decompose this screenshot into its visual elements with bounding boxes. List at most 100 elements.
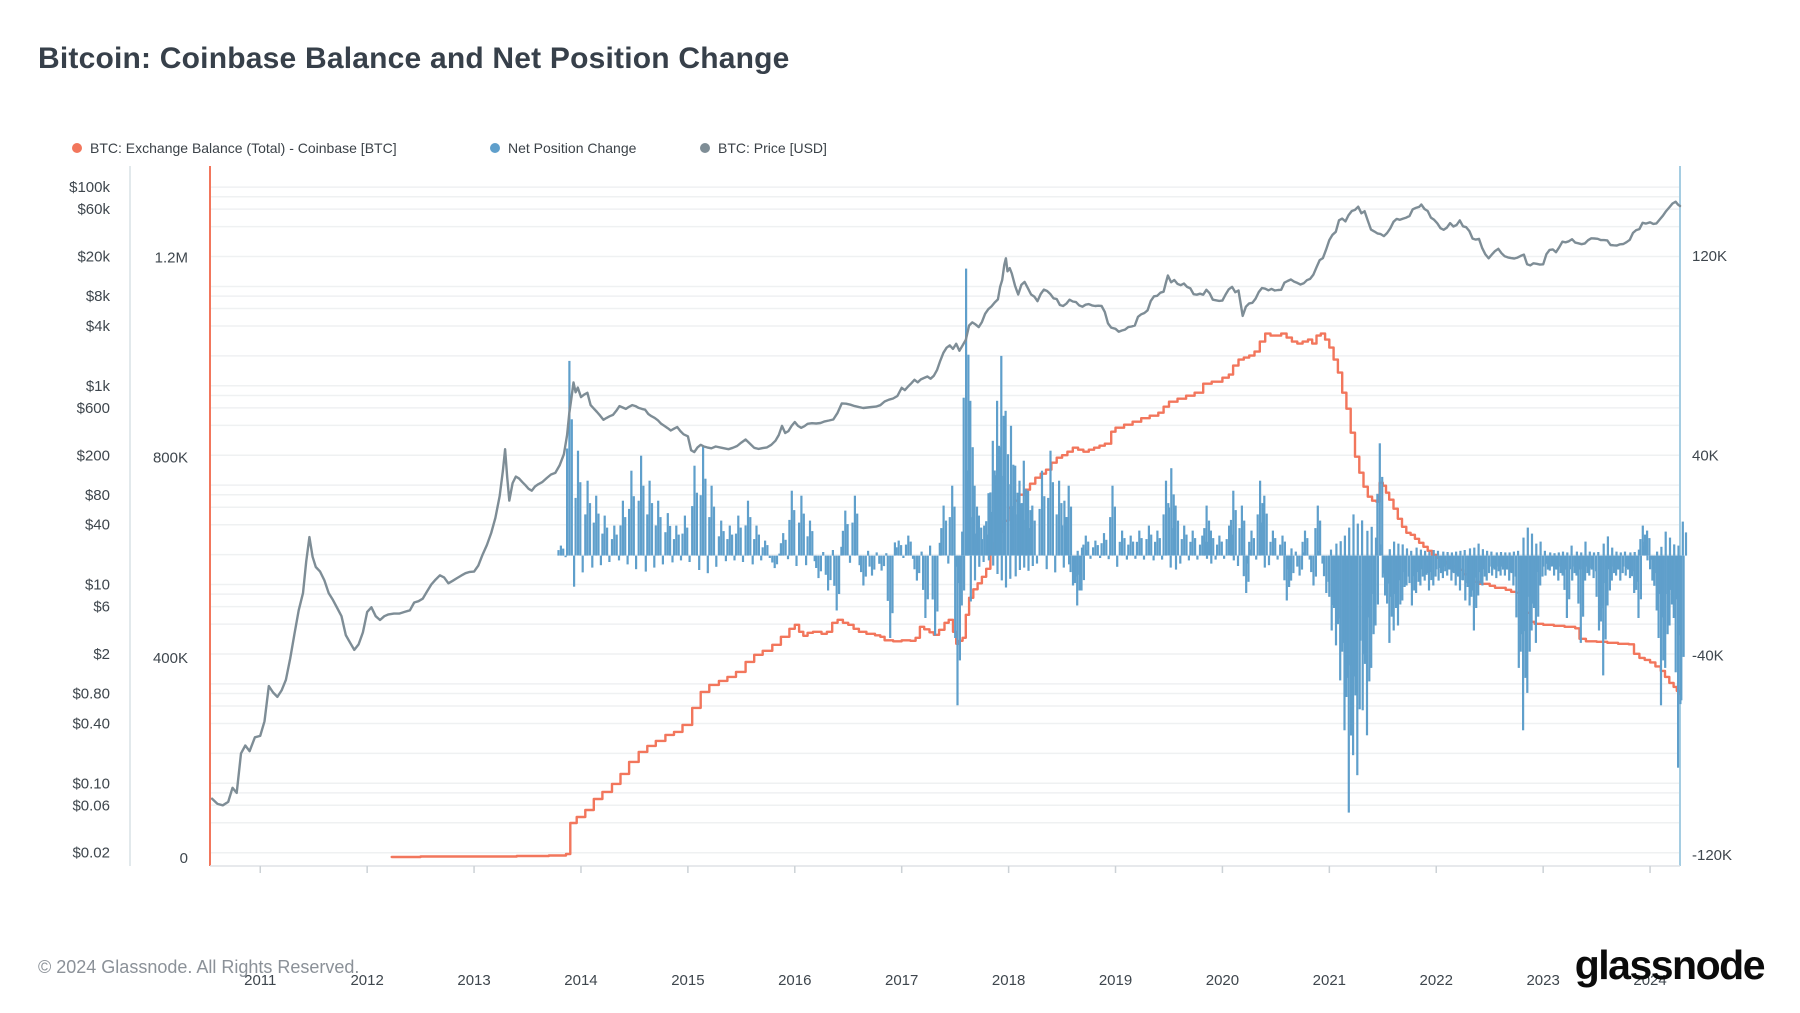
npc-bar — [1682, 555, 1685, 657]
npc-bar — [1639, 539, 1642, 556]
npc-bar — [1542, 555, 1545, 567]
npc-tick-label: 120K — [1692, 248, 1727, 265]
npc-bar — [734, 533, 738, 556]
npc-bar — [1245, 555, 1248, 593]
npc-bar — [1352, 514, 1355, 556]
npc-bar — [1664, 555, 1667, 668]
npc-bar — [1180, 539, 1183, 556]
npc-bar — [570, 419, 573, 556]
balance-tick-label: 1.2M — [155, 250, 188, 267]
npc-bar — [1597, 555, 1601, 631]
npc-bar — [1427, 555, 1431, 591]
npc-bar — [1468, 548, 1472, 556]
npc-bar — [1468, 555, 1471, 606]
npc-bar — [1670, 555, 1673, 590]
npc-bar — [1649, 555, 1652, 570]
npc-bar — [971, 447, 974, 556]
npc-bar — [1374, 555, 1377, 626]
npc-bar — [1125, 555, 1128, 560]
npc-bar — [564, 555, 567, 558]
npc-bar — [1370, 526, 1373, 556]
npc-bar — [977, 515, 980, 556]
npc-tick-label: -120K — [1692, 847, 1732, 864]
npc-bar — [675, 525, 678, 556]
x-tick-label: 2011 — [244, 972, 276, 989]
npc-bar — [1376, 555, 1379, 605]
npc-bar — [867, 550, 870, 556]
npc-bar — [695, 492, 698, 556]
price-tick-label: $0.02 — [72, 845, 110, 862]
npc-bar — [1242, 555, 1245, 577]
npc-bar — [595, 495, 598, 556]
legend-item-exchange-balance[interactable]: BTC: Exchange Balance (Total) - Coinbase… — [72, 140, 397, 156]
npc-bar — [900, 545, 903, 556]
npc-bar — [926, 555, 929, 600]
npc-bar — [1448, 555, 1451, 570]
price-tick-label: $100k — [69, 179, 110, 196]
npc-bar — [1653, 555, 1656, 586]
npc-bar — [712, 506, 716, 556]
npc-bar — [1615, 551, 1618, 556]
npc-bar — [661, 555, 664, 565]
npc-bar — [1565, 555, 1568, 618]
npc-bar — [1189, 541, 1192, 556]
legend-item-net-position-change[interactable]: Net Position Change — [490, 140, 636, 156]
npc-bar — [1568, 555, 1571, 600]
npc-bar — [1243, 520, 1246, 556]
plot-area[interactable] — [210, 166, 1680, 866]
npc-bar — [677, 534, 680, 556]
npc-bar — [1028, 528, 1032, 556]
npc-bar — [650, 503, 654, 556]
npc-bar — [1009, 555, 1012, 579]
npc-bar — [1651, 555, 1654, 581]
legend-item-btc-price[interactable]: BTC: Price [USD] — [700, 140, 827, 156]
npc-bar — [1398, 555, 1401, 581]
npc-bar — [1633, 552, 1636, 556]
price-tick-label: $1k — [86, 378, 111, 395]
npc-bar — [1228, 525, 1231, 556]
npc-bar — [635, 555, 638, 570]
npc-bar — [1316, 505, 1319, 556]
npc-bar — [1606, 555, 1609, 606]
npc-bar — [588, 503, 592, 556]
npc-bar — [1372, 555, 1375, 635]
npc-bar — [1604, 555, 1607, 584]
npc-bar — [931, 555, 934, 600]
npc-bar — [1185, 534, 1188, 556]
npc-bar — [1483, 555, 1486, 570]
npc-bar — [851, 522, 854, 556]
npc-bar — [1532, 555, 1535, 604]
npc-bar — [1328, 555, 1331, 597]
npc-bar — [1474, 555, 1477, 578]
npc-bar — [568, 360, 571, 556]
npc-bar — [1423, 555, 1426, 581]
price-tick-label: $200 — [77, 447, 110, 464]
npc-bar — [1394, 555, 1397, 594]
npc-bar — [1486, 550, 1489, 556]
npc-bar — [1452, 555, 1455, 573]
npc-bar — [1198, 544, 1202, 556]
npc-bar — [1296, 555, 1299, 567]
npc-bar — [1599, 555, 1602, 622]
npc-bar — [1132, 541, 1135, 556]
x-tick-label: 2020 — [1206, 972, 1239, 989]
page-title: Bitcoin: Coinbase Balance and Net Positi… — [38, 42, 790, 75]
npc-bar — [1252, 538, 1255, 556]
npc-bar — [1528, 555, 1531, 597]
npc-bar — [1259, 480, 1262, 556]
npc-bar — [757, 534, 760, 556]
npc-bar — [1084, 535, 1087, 556]
npc-bar — [953, 506, 956, 556]
npc-bar — [1336, 555, 1339, 625]
npc-bar — [1597, 552, 1600, 556]
npc-bar — [1040, 470, 1044, 556]
npc-bar — [1415, 555, 1418, 593]
npc-bar — [1102, 533, 1106, 556]
price-tick-label: $2 — [93, 646, 110, 663]
npc-bar — [1118, 541, 1121, 556]
npc-bar — [1172, 494, 1175, 556]
npc-bar — [1290, 555, 1293, 581]
npc-bar — [1550, 555, 1553, 567]
npc-bar — [1573, 555, 1576, 567]
